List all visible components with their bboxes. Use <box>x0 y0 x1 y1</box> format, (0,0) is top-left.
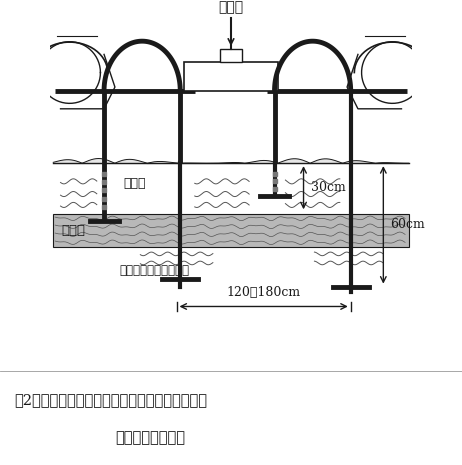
Text: スラリ: スラリ <box>219 0 243 14</box>
Text: スラリ: スラリ <box>124 177 146 190</box>
Text: 図2　スラリ作溝施用と耕盤破砕を組み合わせた: 図2 スラリ作溝施用と耕盤破砕を組み合わせた <box>14 393 207 407</box>
Text: サブソイラとして使用: サブソイラとして使用 <box>120 264 190 277</box>
Text: 30cm: 30cm <box>311 181 346 194</box>
Text: 土層改良の概念図: 土層改良の概念図 <box>116 431 186 445</box>
Bar <box>220 49 242 62</box>
Bar <box>53 214 409 246</box>
Text: 60cm: 60cm <box>390 219 426 232</box>
Bar <box>184 62 278 91</box>
Text: 120～180cm: 120～180cm <box>226 286 301 299</box>
Text: 耕　盤: 耕 盤 <box>61 224 85 237</box>
